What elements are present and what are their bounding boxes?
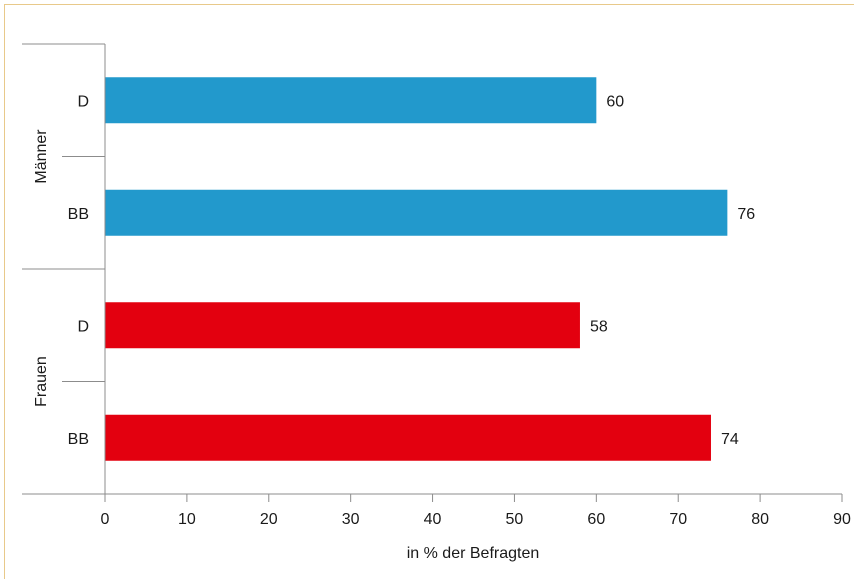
data-label: 74 [721,431,739,448]
category-label: D [77,93,89,110]
category-label: BB [68,206,89,223]
x-tick-label: 50 [506,511,524,528]
data-label: 76 [737,206,755,223]
x-tick-label: 80 [751,511,769,528]
labels-layer: 60 D 76 BB Männer 58 D 74 BB Frauen 0 10 20 30 40 50 60 7… [33,93,851,528]
axes-layer [22,43,843,502]
category-label: D [77,318,89,335]
data-label: 58 [590,318,608,335]
bar-männer-d [105,77,597,124]
x-tick-label: 0 [101,511,110,528]
x-tick-label: 70 [669,511,687,528]
bars-layer [105,77,728,461]
bar-männer-bb [105,189,728,236]
x-tick-label: 40 [424,511,442,528]
bar-frauen-bb [105,414,711,461]
category-label: BB [68,431,89,448]
group-label-frauen: Frauen [33,356,50,407]
group-label-männer: Männer [33,129,50,184]
x-tick-label: 30 [342,511,360,528]
bar-frauen-d [105,302,580,349]
x-tick-label: 60 [587,511,605,528]
x-tick-label: 20 [260,511,278,528]
chart-frame [4,4,854,579]
x-tick-label: 10 [178,511,196,528]
x-tick-label: 90 [833,511,851,528]
data-label: 60 [606,93,624,110]
x-axis-title: in % der Befragten [407,545,540,562]
